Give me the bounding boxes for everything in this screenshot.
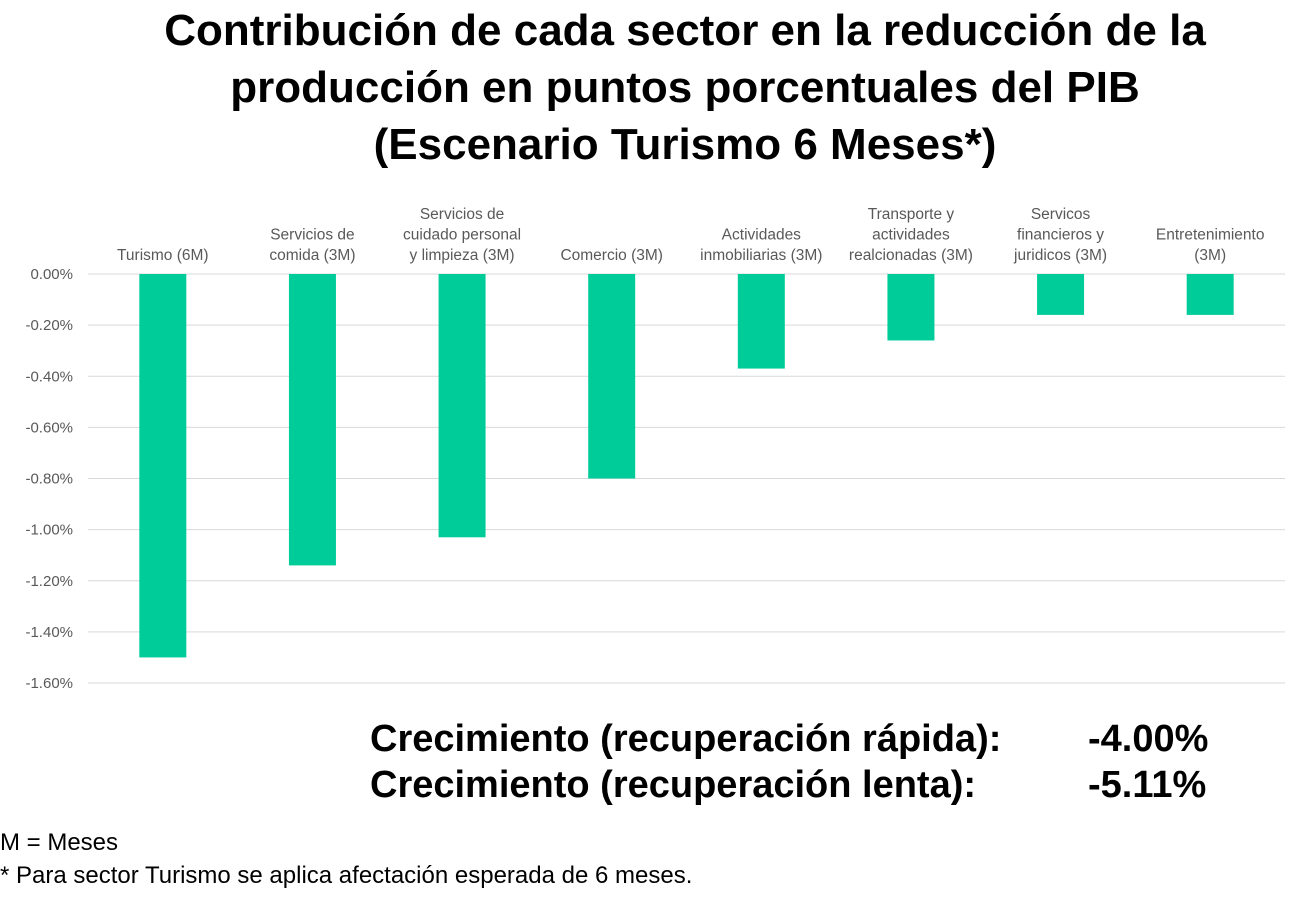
y-tick-label: -0.60% [25,419,73,436]
category-label: cuidado personal [403,227,521,244]
slow-recovery-label: Crecimiento (recuperación lenta): [370,764,977,806]
y-tick-label: -1.40% [25,624,73,641]
fast-recovery-label: Crecimiento (recuperación rápida): [370,718,1002,760]
category-label: Entretenimiento [1156,227,1265,244]
bar [139,274,187,658]
category-label: financieros y [1017,227,1104,244]
footnote-tourism: * Para sector Turismo se aplica afectaci… [0,862,693,889]
category-label: actividades [872,227,950,244]
bar [1186,274,1234,315]
category-label: Actividades [722,227,802,244]
category-label: Servicos [1031,206,1091,223]
category-label: (3M) [1194,247,1226,264]
footnotes: M = Meses * Para sector Turismo se aplic… [0,826,692,892]
bar [288,274,336,566]
category-label: comida (3M) [269,247,355,264]
bar [438,274,486,538]
category-label: juridicos (3M) [1013,247,1107,264]
slow-recovery-value: -5.11% [1088,764,1207,806]
y-tick-label: -0.20% [25,317,73,334]
category-label: Transporte y [868,206,955,223]
slow-recovery-row: Crecimiento (recuperación lenta): -5.11% [370,762,1270,808]
bar [737,274,785,369]
y-tick-label: -0.80% [25,471,73,488]
y-tick-label: -0.40% [25,368,73,385]
bar [588,274,636,479]
chart-title-line-2: producción en puntos porcentuales del PI… [230,63,1140,112]
category-label: y limpieza (3M) [410,247,515,264]
bar-chart: 0.00% -0.20% -0.40% -0.60% -0.80% -1.00% -1.20… [25,206,1285,692]
category-label: Turismo (6M) [117,247,209,264]
category-label: realcionadas (3M) [849,247,973,264]
chart-title-line-1: Contribución de cada sector en la reducc… [164,6,1206,55]
category-label: inmobiliarias (3M) [700,247,822,264]
y-tick-label: -1.20% [25,573,73,590]
bar [887,274,935,341]
category-label: Servicios de [270,227,354,244]
footnote-legend: M = Meses [0,829,119,856]
chart-title-line-3: (Escenario Turismo 6 Meses*) [373,120,997,169]
fast-recovery-row: Crecimiento (recuperación rápida): -4.00… [370,716,1270,762]
y-tick-label: -1.00% [25,522,73,539]
chart-title: Contribución de cada sector en la reducc… [60,2,1307,173]
bar [1037,274,1085,315]
category-label: Servicios de [420,206,504,223]
category-label: Comercio (3M) [560,247,662,264]
growth-summary: Crecimiento (recuperación rápida): -4.00… [370,716,1270,808]
y-tick-label: 0.00% [30,266,73,283]
y-tick-label: -1.60% [25,675,73,692]
fast-recovery-value: -4.00% [1088,718,1209,760]
